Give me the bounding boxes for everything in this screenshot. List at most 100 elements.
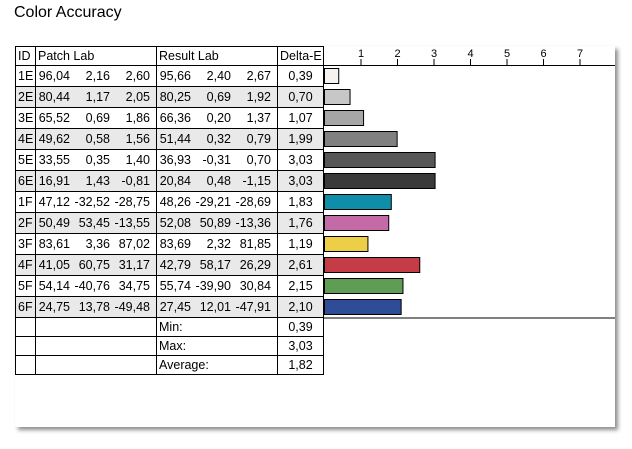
table-row: 5F 54,14 -40,76 34,75 55,74 -39,90 30,84 2,15: [15, 275, 324, 297]
summary-empty: [35, 355, 157, 375]
result-lab-cell: 83,69 2,32 81,85: [156, 233, 278, 255]
summary-row: Average: 1,82: [15, 355, 324, 375]
table-row: 6E 16,91 1,43 -0,81 20,84 0,48 -1,15 3,03: [15, 170, 324, 192]
table-row: 2F 50,49 53,45 -13,55 52,08 50,89 -13,36 1,76: [15, 212, 324, 234]
header-delta-e: Delta-E: [277, 46, 324, 66]
result-a-value: 58,17: [199, 258, 231, 272]
color-accuracy-table: ID Patch Lab Result Lab Delta-E 1E 96,04 2…: [15, 46, 324, 375]
patch-lab-cell: 33,55 0,35 1,40: [35, 149, 157, 171]
result-b-value: -47,91: [235, 300, 271, 314]
patch-l-value: 54,14: [38, 279, 70, 293]
patch-b-value: 31,17: [118, 258, 150, 272]
delta-e-bar-chart: 1 2 3 4 5 6 7: [324, 48, 615, 319]
patch-b-value: 1,86: [125, 111, 150, 125]
bar-3E: [324, 110, 365, 126]
patch-a-value: 0,35: [85, 153, 110, 167]
header-result-lab: Result Lab: [156, 46, 278, 66]
summary-empty: [15, 355, 36, 375]
result-a-value: 2,40: [206, 69, 231, 83]
result-l-value: 42,79: [159, 258, 191, 272]
patch-b-value: -28,75: [114, 195, 150, 209]
header-id: ID: [15, 46, 36, 66]
result-lab-cell: 95,66 2,40 2,67: [156, 65, 278, 87]
delta-e-value: 2,10: [277, 296, 324, 318]
delta-e-value: 0,39: [277, 65, 324, 87]
result-lab-cell: 20,84 0,48 -1,15: [156, 170, 278, 192]
result-lab-cell: 66,36 0,20 1,37: [156, 107, 278, 129]
patch-lab-cell: 65,52 0,69 1,86: [35, 107, 157, 129]
row-id: 3E: [15, 107, 36, 129]
patch-b-value: 1,56: [125, 132, 150, 146]
patch-a-value: 0,69: [85, 111, 110, 125]
result-l-value: 48,26: [159, 195, 191, 209]
patch-b-value: 2,60: [125, 69, 150, 83]
bar-1F: [324, 194, 392, 210]
patch-l-value: 80,44: [38, 90, 70, 104]
result-b-value: -28,69: [235, 195, 271, 209]
table-header-row: ID Patch Lab Result Lab Delta-E: [15, 46, 324, 66]
x-tick-label: 7: [577, 48, 583, 60]
color-accuracy-panel: ID Patch Lab Result Lab Delta-E 1E 96,04 2…: [15, 46, 615, 427]
bar-6E: [324, 173, 436, 189]
delta-e-value: 1,99: [277, 128, 324, 150]
patch-l-value: 65,52: [38, 111, 70, 125]
patch-b-value: 87,02: [118, 237, 150, 251]
row-id: 6E: [15, 170, 36, 192]
result-a-value: 0,48: [206, 174, 231, 188]
x-tick-label: 2: [394, 48, 400, 60]
patch-a-value: 60,75: [78, 258, 110, 272]
table-row: 6F 24,75 13,78 -49,48 27,45 12,01 -47,91 2,10: [15, 296, 324, 318]
row-id: 3F: [15, 233, 36, 255]
patch-b-value: -13,55: [114, 216, 150, 230]
summary-value: 0,39: [277, 317, 324, 337]
result-b-value: 2,67: [246, 69, 271, 83]
result-lab-cell: 52,08 50,89 -13,36: [156, 212, 278, 234]
result-lab-cell: 48,26 -29,21 -28,69: [156, 191, 278, 213]
delta-e-value: 0,70: [277, 86, 324, 108]
result-b-value: 1,37: [246, 111, 271, 125]
result-lab-cell: 27,45 12,01 -47,91: [156, 296, 278, 318]
result-b-value: 1,92: [246, 90, 271, 104]
header-patch-lab: Patch Lab: [35, 46, 157, 66]
result-l-value: 66,36: [159, 111, 191, 125]
patch-a-value: 2,16: [85, 69, 110, 83]
result-b-value: 0,79: [246, 132, 271, 146]
row-id: 2F: [15, 212, 36, 234]
bar-2E: [324, 89, 351, 105]
result-l-value: 20,84: [159, 174, 191, 188]
result-a-value: 0,20: [206, 111, 231, 125]
patch-lab-cell: 41,05 60,75 31,17: [35, 254, 157, 276]
patch-a-value: 1,43: [85, 174, 110, 188]
patch-lab-cell: 49,62 0,58 1,56: [35, 128, 157, 150]
table-row: 4F 41,05 60,75 31,17 42,79 58,17 26,29 2,61: [15, 254, 324, 276]
patch-b-value: 1,40: [125, 153, 150, 167]
result-lab-cell: 80,25 0,69 1,92: [156, 86, 278, 108]
delta-e-value: 1,83: [277, 191, 324, 213]
patch-a-value: 53,45: [78, 216, 110, 230]
patch-a-value: 13,78: [78, 300, 110, 314]
patch-l-value: 33,55: [38, 153, 70, 167]
patch-l-value: 96,04: [38, 69, 70, 83]
table-row: 5E 33,55 0,35 1,40 36,93 -0,31 0,70 3,03: [15, 149, 324, 171]
patch-a-value: 0,58: [85, 132, 110, 146]
summary-label: Max:: [156, 336, 278, 356]
patch-lab-cell: 96,04 2,16 2,60: [35, 65, 157, 87]
summary-value: 1,82: [277, 355, 324, 375]
bar-3F: [324, 236, 369, 252]
delta-e-value: 1,76: [277, 212, 324, 234]
table-row: 2E 80,44 1,17 2,05 80,25 0,69 1,92 0,70: [15, 86, 324, 108]
patch-b-value: 34,75: [118, 279, 150, 293]
result-a-value: 0,32: [206, 132, 231, 146]
patch-a-value: 1,17: [85, 90, 110, 104]
row-id: 4F: [15, 254, 36, 276]
result-b-value: 81,85: [239, 237, 271, 251]
result-l-value: 52,08: [159, 216, 191, 230]
delta-e-value: 2,15: [277, 275, 324, 297]
result-l-value: 36,93: [159, 153, 191, 167]
delta-e-value: 1,07: [277, 107, 324, 129]
summary-value: 3,03: [277, 336, 324, 356]
page-title: Color Accuracy: [14, 4, 122, 21]
result-l-value: 27,45: [159, 300, 191, 314]
patch-lab-cell: 50,49 53,45 -13,55: [35, 212, 157, 234]
patch-lab-cell: 16,91 1,43 -0,81: [35, 170, 157, 192]
